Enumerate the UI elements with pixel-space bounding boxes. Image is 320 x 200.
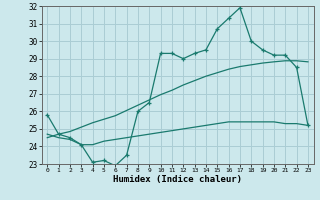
X-axis label: Humidex (Indice chaleur): Humidex (Indice chaleur) [113, 175, 242, 184]
